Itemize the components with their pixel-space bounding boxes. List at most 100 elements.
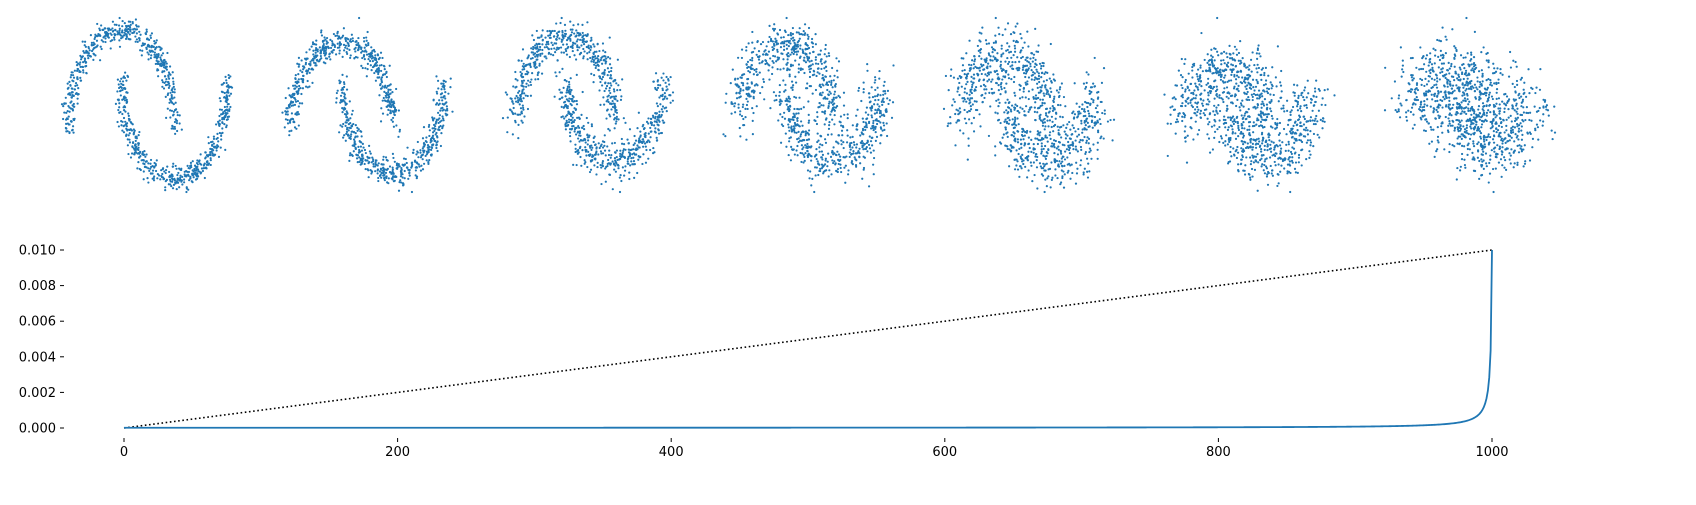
scatter-point [1008, 148, 1011, 151]
scatter-point [757, 56, 760, 59]
scatter-point [836, 150, 839, 153]
scatter-point [308, 48, 311, 51]
scatter-point [410, 161, 414, 164]
scatter-point [741, 73, 745, 76]
scatter-point [654, 86, 657, 90]
scatter-point [1050, 115, 1053, 118]
scatter-point [516, 113, 519, 116]
scatter-point [829, 113, 832, 116]
scatter-point [848, 144, 851, 147]
scatter-point [530, 51, 533, 54]
scatter-point [863, 156, 867, 159]
scatter-point [639, 155, 642, 159]
scatter-point [216, 136, 219, 140]
scatter-point [553, 95, 556, 98]
scatter-point [1050, 81, 1053, 84]
scatter-point [541, 43, 544, 46]
scatter-point [1081, 103, 1084, 106]
scatter-point [1049, 107, 1052, 110]
scatter-point [164, 169, 168, 172]
scatter-point [972, 81, 975, 84]
scatter-point [1049, 87, 1052, 90]
scatter-point [1044, 136, 1047, 139]
scatter-point [839, 163, 842, 166]
scatter-point [1035, 159, 1038, 162]
scatter-point [194, 178, 198, 181]
scatter-point [170, 100, 173, 103]
scatter-point [772, 61, 775, 64]
scatter-point [815, 122, 819, 126]
scatter-point [297, 105, 300, 108]
scatter-point [852, 150, 855, 153]
scatter-point [176, 111, 179, 114]
scatter-point [804, 134, 807, 137]
scatter-point [1069, 177, 1072, 180]
scatter-point [730, 101, 733, 104]
scatter-point [966, 97, 969, 100]
scatter-point [803, 71, 806, 75]
scatter-point [571, 116, 574, 119]
scatter-point [522, 106, 525, 109]
scatter-point [449, 86, 452, 89]
scatter-point [136, 148, 139, 151]
scatter-point [541, 39, 544, 42]
scatter-point [954, 112, 957, 116]
scatter-point [344, 139, 347, 142]
scatter-point [609, 102, 612, 105]
scatter-point [371, 156, 374, 159]
scatter-point [612, 102, 615, 105]
scatter-point [623, 169, 627, 172]
scatter-point [789, 104, 792, 107]
scatter-point [755, 83, 758, 86]
scatter-point [773, 99, 776, 102]
scatter-point [359, 145, 363, 148]
scatter-point [1083, 121, 1086, 124]
scatter-point [879, 142, 882, 145]
scatter-point [776, 68, 779, 71]
scatter-point [417, 163, 420, 166]
scatter-point [958, 119, 961, 122]
scatter-point [504, 91, 507, 94]
scatter-point [582, 55, 585, 58]
scatter-point [808, 84, 811, 88]
scatter-point [354, 55, 358, 59]
scatter-point [393, 102, 396, 105]
scatter-point [661, 98, 665, 101]
scatter-point [578, 46, 581, 49]
scatter-point [128, 119, 131, 122]
scatter-point [98, 33, 101, 36]
scatter-point [821, 153, 825, 156]
scatter-point [323, 54, 326, 57]
scatter-point [543, 55, 546, 58]
scatter-point [637, 140, 640, 143]
scatter-point [1040, 71, 1044, 75]
scatter-point [430, 136, 433, 140]
scatter-point [1023, 114, 1027, 117]
scatter-point [655, 112, 658, 115]
scatter-point [1042, 92, 1045, 95]
scatter-point [172, 85, 175, 88]
scatter-point [823, 53, 826, 56]
scatter-point [622, 142, 626, 146]
scatter-point [334, 34, 337, 38]
scatter-point [412, 148, 415, 151]
scatter-point [343, 95, 346, 98]
scatter-point [1013, 47, 1017, 50]
scatter-point [131, 31, 134, 35]
scatter-point [1085, 139, 1088, 142]
scatter-point [886, 97, 889, 100]
scatter-point [952, 98, 955, 101]
scatter-point [362, 55, 365, 58]
scatter-point [124, 110, 127, 113]
scatter-point [864, 125, 867, 128]
scatter-point [142, 158, 145, 162]
scatter-point [778, 28, 782, 32]
scatter-point [878, 105, 881, 108]
scatter-point [380, 107, 383, 110]
scatter-point [847, 169, 850, 172]
scatter-point [642, 127, 646, 131]
scatter-point [880, 134, 883, 137]
scatter-point [571, 97, 574, 101]
scatter-point [1016, 160, 1019, 163]
scatter-point [366, 30, 369, 34]
